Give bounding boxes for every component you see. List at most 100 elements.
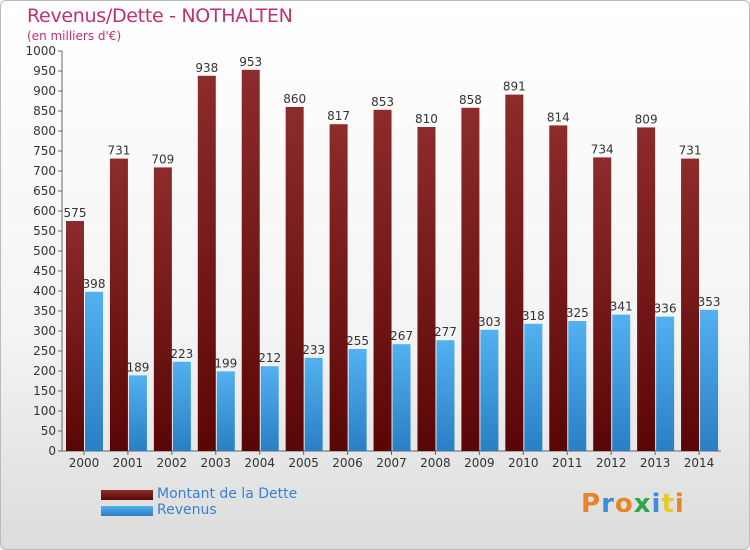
value-label-revenus: 318 xyxy=(522,309,545,323)
logo-letter: i xyxy=(674,489,685,519)
value-label-revenus: 336 xyxy=(654,302,677,316)
bar-dette xyxy=(681,158,700,451)
bar-dette xyxy=(417,127,436,451)
y-tick-label: 550 xyxy=(33,224,56,238)
legend-swatch-revenus xyxy=(101,506,153,516)
value-label-dette: 860 xyxy=(283,92,306,106)
value-label-revenus: 267 xyxy=(390,329,413,343)
x-tick-label: 2002 xyxy=(157,456,188,470)
chart-subtitle: (en milliers d'€) xyxy=(27,29,122,43)
value-label-revenus: 277 xyxy=(434,325,457,339)
y-tick-label: 650 xyxy=(33,184,56,198)
bar-revenus xyxy=(700,309,719,451)
y-tick-label: 450 xyxy=(33,264,56,278)
bar-revenus xyxy=(348,349,367,451)
value-label-revenus: 233 xyxy=(302,343,325,357)
bar-dette xyxy=(329,124,348,451)
bar-dette xyxy=(505,94,524,451)
chart-value-labels: 575 731 709 938 953 860 817 853 810 858 891 814 734 8… xyxy=(64,55,721,375)
legend-label-revenus: Revenus xyxy=(157,502,217,518)
x-tick-label: 2000 xyxy=(69,456,100,470)
logo-letter: x xyxy=(633,489,652,519)
y-tick-label: 600 xyxy=(33,204,56,218)
x-tick-label: 2005 xyxy=(288,456,319,470)
legend-swatch-dette xyxy=(101,490,153,500)
value-label-revenus: 255 xyxy=(346,334,369,348)
y-tick-label: 350 xyxy=(33,304,56,318)
value-label-revenus: 223 xyxy=(170,347,193,361)
bar-dette xyxy=(637,127,656,452)
bar-revenus xyxy=(612,314,631,451)
logo-letter: o xyxy=(614,489,634,519)
value-label-dette: 858 xyxy=(459,93,482,107)
value-label-dette: 938 xyxy=(195,61,218,75)
y-tick-label: 400 xyxy=(33,284,56,298)
x-tick-label: 2014 xyxy=(684,456,715,470)
y-tick-label: 850 xyxy=(33,104,56,118)
y-tick-label: 750 xyxy=(33,144,56,158)
bar-revenus xyxy=(480,329,499,451)
bar-revenus xyxy=(568,321,587,451)
value-label-dette: 953 xyxy=(239,55,262,69)
bar-revenus xyxy=(436,340,455,451)
value-label-dette: 734 xyxy=(591,142,614,156)
y-tick-label: 200 xyxy=(33,364,56,378)
bar-dette xyxy=(373,109,392,452)
bar-revenus xyxy=(216,371,235,451)
value-label-revenus: 341 xyxy=(610,300,633,314)
bar-revenus xyxy=(524,323,543,451)
y-tick-label: 700 xyxy=(33,164,56,178)
value-label-revenus: 325 xyxy=(566,306,589,320)
bar-dette xyxy=(66,221,84,451)
y-tick-label: 250 xyxy=(33,344,56,358)
y-tick-label: 100 xyxy=(33,404,56,418)
bar-dette xyxy=(197,75,216,452)
bar-revenus xyxy=(656,316,675,451)
y-tick-label: 950 xyxy=(33,64,56,78)
logo-letter: i xyxy=(651,489,662,519)
value-label-revenus: 199 xyxy=(214,356,237,370)
value-label-dette: 810 xyxy=(415,112,438,126)
value-label-dette: 709 xyxy=(151,152,174,166)
value-label-dette: 891 xyxy=(503,80,526,94)
bar-revenus xyxy=(392,344,411,451)
value-label-revenus: 189 xyxy=(126,360,149,374)
value-label-revenus: 212 xyxy=(258,351,281,365)
x-tick-label: 2001 xyxy=(113,456,144,470)
y-tick-label: 0 xyxy=(48,444,56,458)
value-label-revenus: 353 xyxy=(698,295,721,309)
x-tick-label: 2004 xyxy=(244,456,275,470)
value-label-dette: 814 xyxy=(547,110,570,124)
x-tick-label: 2008 xyxy=(420,456,451,470)
bar-dette xyxy=(549,125,568,452)
x-tick-label: 2003 xyxy=(200,456,231,470)
y-tick-label: 50 xyxy=(41,424,56,438)
x-tick-label: 2011 xyxy=(552,456,583,470)
value-label-dette: 817 xyxy=(327,109,350,123)
y-tick-label: 800 xyxy=(33,124,56,138)
bar-dette xyxy=(593,157,612,451)
bar-revenus xyxy=(85,291,103,451)
y-tick-label: 300 xyxy=(33,324,56,338)
y-tick-label: 1000 xyxy=(25,44,56,58)
value-label-dette: 731 xyxy=(679,144,702,158)
chart-title: Revenus/Dette - NOTHALTEN xyxy=(27,5,293,27)
value-label-dette: 853 xyxy=(371,95,394,109)
x-tick-label: 2012 xyxy=(596,456,627,470)
logo-letter: P xyxy=(581,489,602,519)
value-label-dette: 809 xyxy=(635,112,658,126)
bar-dette xyxy=(461,107,480,452)
bar-dette xyxy=(285,107,304,451)
bar-revenus xyxy=(260,366,279,451)
y-tick-label: 500 xyxy=(33,244,56,258)
logo-letter: t xyxy=(661,489,675,519)
value-label-revenus: 398 xyxy=(83,277,106,291)
value-label-dette: 731 xyxy=(107,144,130,158)
legend-label-dette: Montant de la Dette xyxy=(157,486,298,502)
y-tick-label: 900 xyxy=(33,84,56,98)
x-tick-label: 2007 xyxy=(376,456,407,470)
logo-letter: r xyxy=(601,489,615,519)
x-tick-label: 2009 xyxy=(464,456,495,470)
